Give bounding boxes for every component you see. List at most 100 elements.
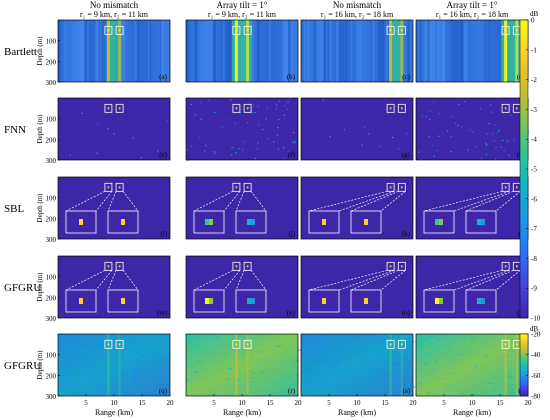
source-peak <box>118 186 121 189</box>
x-tick-label: 20 <box>295 399 303 407</box>
noise-dot <box>276 104 278 106</box>
striation <box>385 20 388 82</box>
noise-streak <box>65 356 69 358</box>
noise-streak <box>484 386 489 388</box>
noise-streak <box>436 353 440 355</box>
noise-streak <box>242 353 245 355</box>
source-marker-box <box>104 261 113 271</box>
noise-streak <box>209 357 212 359</box>
source-marker-box <box>243 261 252 271</box>
panel-background <box>186 98 298 160</box>
y-axis-label: Depth (m) <box>36 350 44 380</box>
noise-dot <box>406 133 408 135</box>
striation <box>433 20 436 82</box>
panel-background <box>301 334 413 396</box>
source-peak <box>235 343 238 346</box>
panel-background <box>301 98 413 160</box>
striation <box>420 20 422 82</box>
zoom-peak <box>79 298 83 304</box>
source-marker-box <box>104 103 113 113</box>
noise-streak <box>323 383 329 385</box>
noise-streak <box>193 371 199 373</box>
noise-dot <box>485 153 487 155</box>
y-axis-label: Depth (m) <box>36 272 44 302</box>
striation <box>460 20 463 82</box>
noise-streak <box>132 380 138 382</box>
noise-streak <box>156 337 160 339</box>
noise-dot <box>254 111 256 114</box>
striation <box>120 20 123 82</box>
source-peak <box>504 29 507 32</box>
noise-dot <box>239 112 242 114</box>
noise-dot <box>510 104 512 107</box>
noise-dot <box>494 124 496 126</box>
noise-streak <box>452 344 457 346</box>
y-tick-label: 100 <box>46 274 57 282</box>
noise-streak <box>157 375 162 377</box>
noise-streak <box>474 366 478 368</box>
noise-dot <box>157 150 159 152</box>
noise-streak <box>64 380 68 382</box>
source-marker-box <box>104 25 113 35</box>
noise-dot <box>508 154 510 156</box>
noise-dot <box>208 99 210 102</box>
striation <box>424 20 427 82</box>
panel-letter: (m) <box>157 309 168 317</box>
noise-streak <box>344 346 348 348</box>
noise-streak <box>186 366 189 368</box>
noise-dot <box>292 141 294 143</box>
noise-dot <box>506 140 509 142</box>
source-peak <box>246 107 249 110</box>
noise-streak <box>325 334 329 336</box>
noise-dot <box>498 129 500 132</box>
panel-frame <box>57 255 171 319</box>
noise-streak <box>296 346 299 348</box>
row-label: FNN <box>4 124 26 136</box>
noise-streak <box>295 375 299 377</box>
noise-streak <box>227 368 233 370</box>
panel-frame <box>185 176 299 240</box>
source-peak <box>246 265 249 268</box>
noise-streak <box>425 348 430 350</box>
colorbar-top-tick-label: -4 <box>531 136 537 144</box>
noise-streak <box>384 375 390 377</box>
zoom-peak <box>322 298 326 304</box>
x-tick-label: 5 <box>84 399 88 407</box>
y-tick-label: 300 <box>46 393 57 401</box>
striation <box>137 20 140 82</box>
striation <box>380 20 383 82</box>
beam-glow <box>106 20 122 82</box>
noise-dot <box>257 124 260 126</box>
striation <box>149 20 151 82</box>
noise-streak <box>474 347 479 349</box>
y-tick-label: 100 <box>46 195 57 203</box>
noise-streak <box>458 354 464 356</box>
noise-dot <box>329 136 331 138</box>
noise-streak <box>466 381 471 383</box>
source-marker-box <box>397 182 406 192</box>
noise-streak <box>127 374 130 376</box>
source-peak <box>118 343 121 346</box>
noise-streak <box>446 386 451 388</box>
noise-streak <box>161 335 167 337</box>
beam-core <box>400 20 404 82</box>
source-peak <box>107 186 110 189</box>
noise-streak <box>119 359 124 361</box>
striation <box>359 20 362 82</box>
noise-streak <box>356 337 359 339</box>
noise-streak <box>444 367 449 369</box>
source-peak <box>401 265 403 268</box>
striation <box>269 20 271 82</box>
zoom-connector <box>308 190 388 212</box>
x-tick-label: 5 <box>327 399 331 407</box>
noise-streak <box>392 361 395 363</box>
noise-streak <box>324 385 330 387</box>
noise-dot <box>252 104 255 106</box>
source-marker-box <box>397 25 406 35</box>
noise-dot <box>205 144 207 147</box>
beam-core <box>389 20 393 82</box>
y-tick-label: 300 <box>46 236 57 244</box>
noise-streak <box>221 376 227 378</box>
panel-frame <box>57 176 171 240</box>
